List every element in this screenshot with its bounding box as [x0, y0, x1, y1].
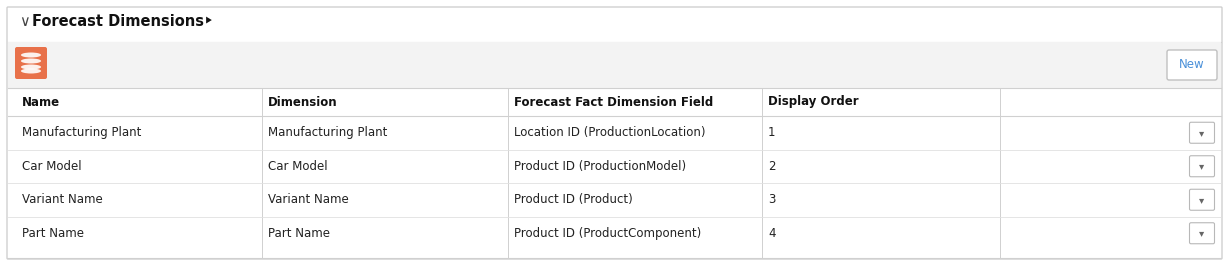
Text: Product ID (Product): Product ID (Product) — [514, 193, 633, 206]
FancyBboxPatch shape — [1190, 189, 1214, 210]
Text: Forecast Fact Dimension Field: Forecast Fact Dimension Field — [514, 95, 713, 109]
FancyBboxPatch shape — [1190, 122, 1214, 143]
FancyBboxPatch shape — [7, 7, 1222, 259]
Text: ▾: ▾ — [1200, 195, 1204, 205]
Text: Manufacturing Plant: Manufacturing Plant — [268, 126, 387, 139]
Text: ▾: ▾ — [1200, 161, 1204, 171]
FancyBboxPatch shape — [1168, 50, 1217, 80]
Text: Car Model: Car Model — [22, 160, 81, 173]
Text: Product ID (ProductionModel): Product ID (ProductionModel) — [514, 160, 686, 173]
Text: Product ID (ProductComponent): Product ID (ProductComponent) — [514, 227, 702, 240]
Ellipse shape — [21, 64, 41, 69]
Text: 1: 1 — [768, 126, 775, 139]
Text: 2: 2 — [768, 160, 775, 173]
FancyBboxPatch shape — [1190, 223, 1214, 244]
Ellipse shape — [21, 52, 41, 57]
Text: Variant Name: Variant Name — [22, 193, 103, 206]
FancyBboxPatch shape — [15, 47, 47, 79]
Bar — [9, 42, 1220, 88]
Ellipse shape — [21, 59, 41, 64]
Text: ∨: ∨ — [20, 15, 36, 30]
Text: ▾: ▾ — [1200, 128, 1204, 138]
Text: 4: 4 — [768, 227, 775, 240]
Text: Forecast Dimensions‣: Forecast Dimensions‣ — [32, 15, 214, 30]
FancyBboxPatch shape — [1190, 156, 1214, 177]
Text: Part Name: Part Name — [268, 227, 331, 240]
Text: Manufacturing Plant: Manufacturing Plant — [22, 126, 141, 139]
Text: Name: Name — [22, 95, 60, 109]
Text: Car Model: Car Model — [268, 160, 328, 173]
Text: Display Order: Display Order — [768, 95, 859, 109]
Text: 3: 3 — [768, 193, 775, 206]
Text: Part Name: Part Name — [22, 227, 84, 240]
Text: Dimension: Dimension — [268, 95, 338, 109]
Ellipse shape — [21, 69, 41, 73]
Text: Variant Name: Variant Name — [268, 193, 349, 206]
Text: New: New — [1179, 59, 1204, 72]
Text: ▾: ▾ — [1200, 228, 1204, 238]
Text: Location ID (ProductionLocation): Location ID (ProductionLocation) — [514, 126, 705, 139]
